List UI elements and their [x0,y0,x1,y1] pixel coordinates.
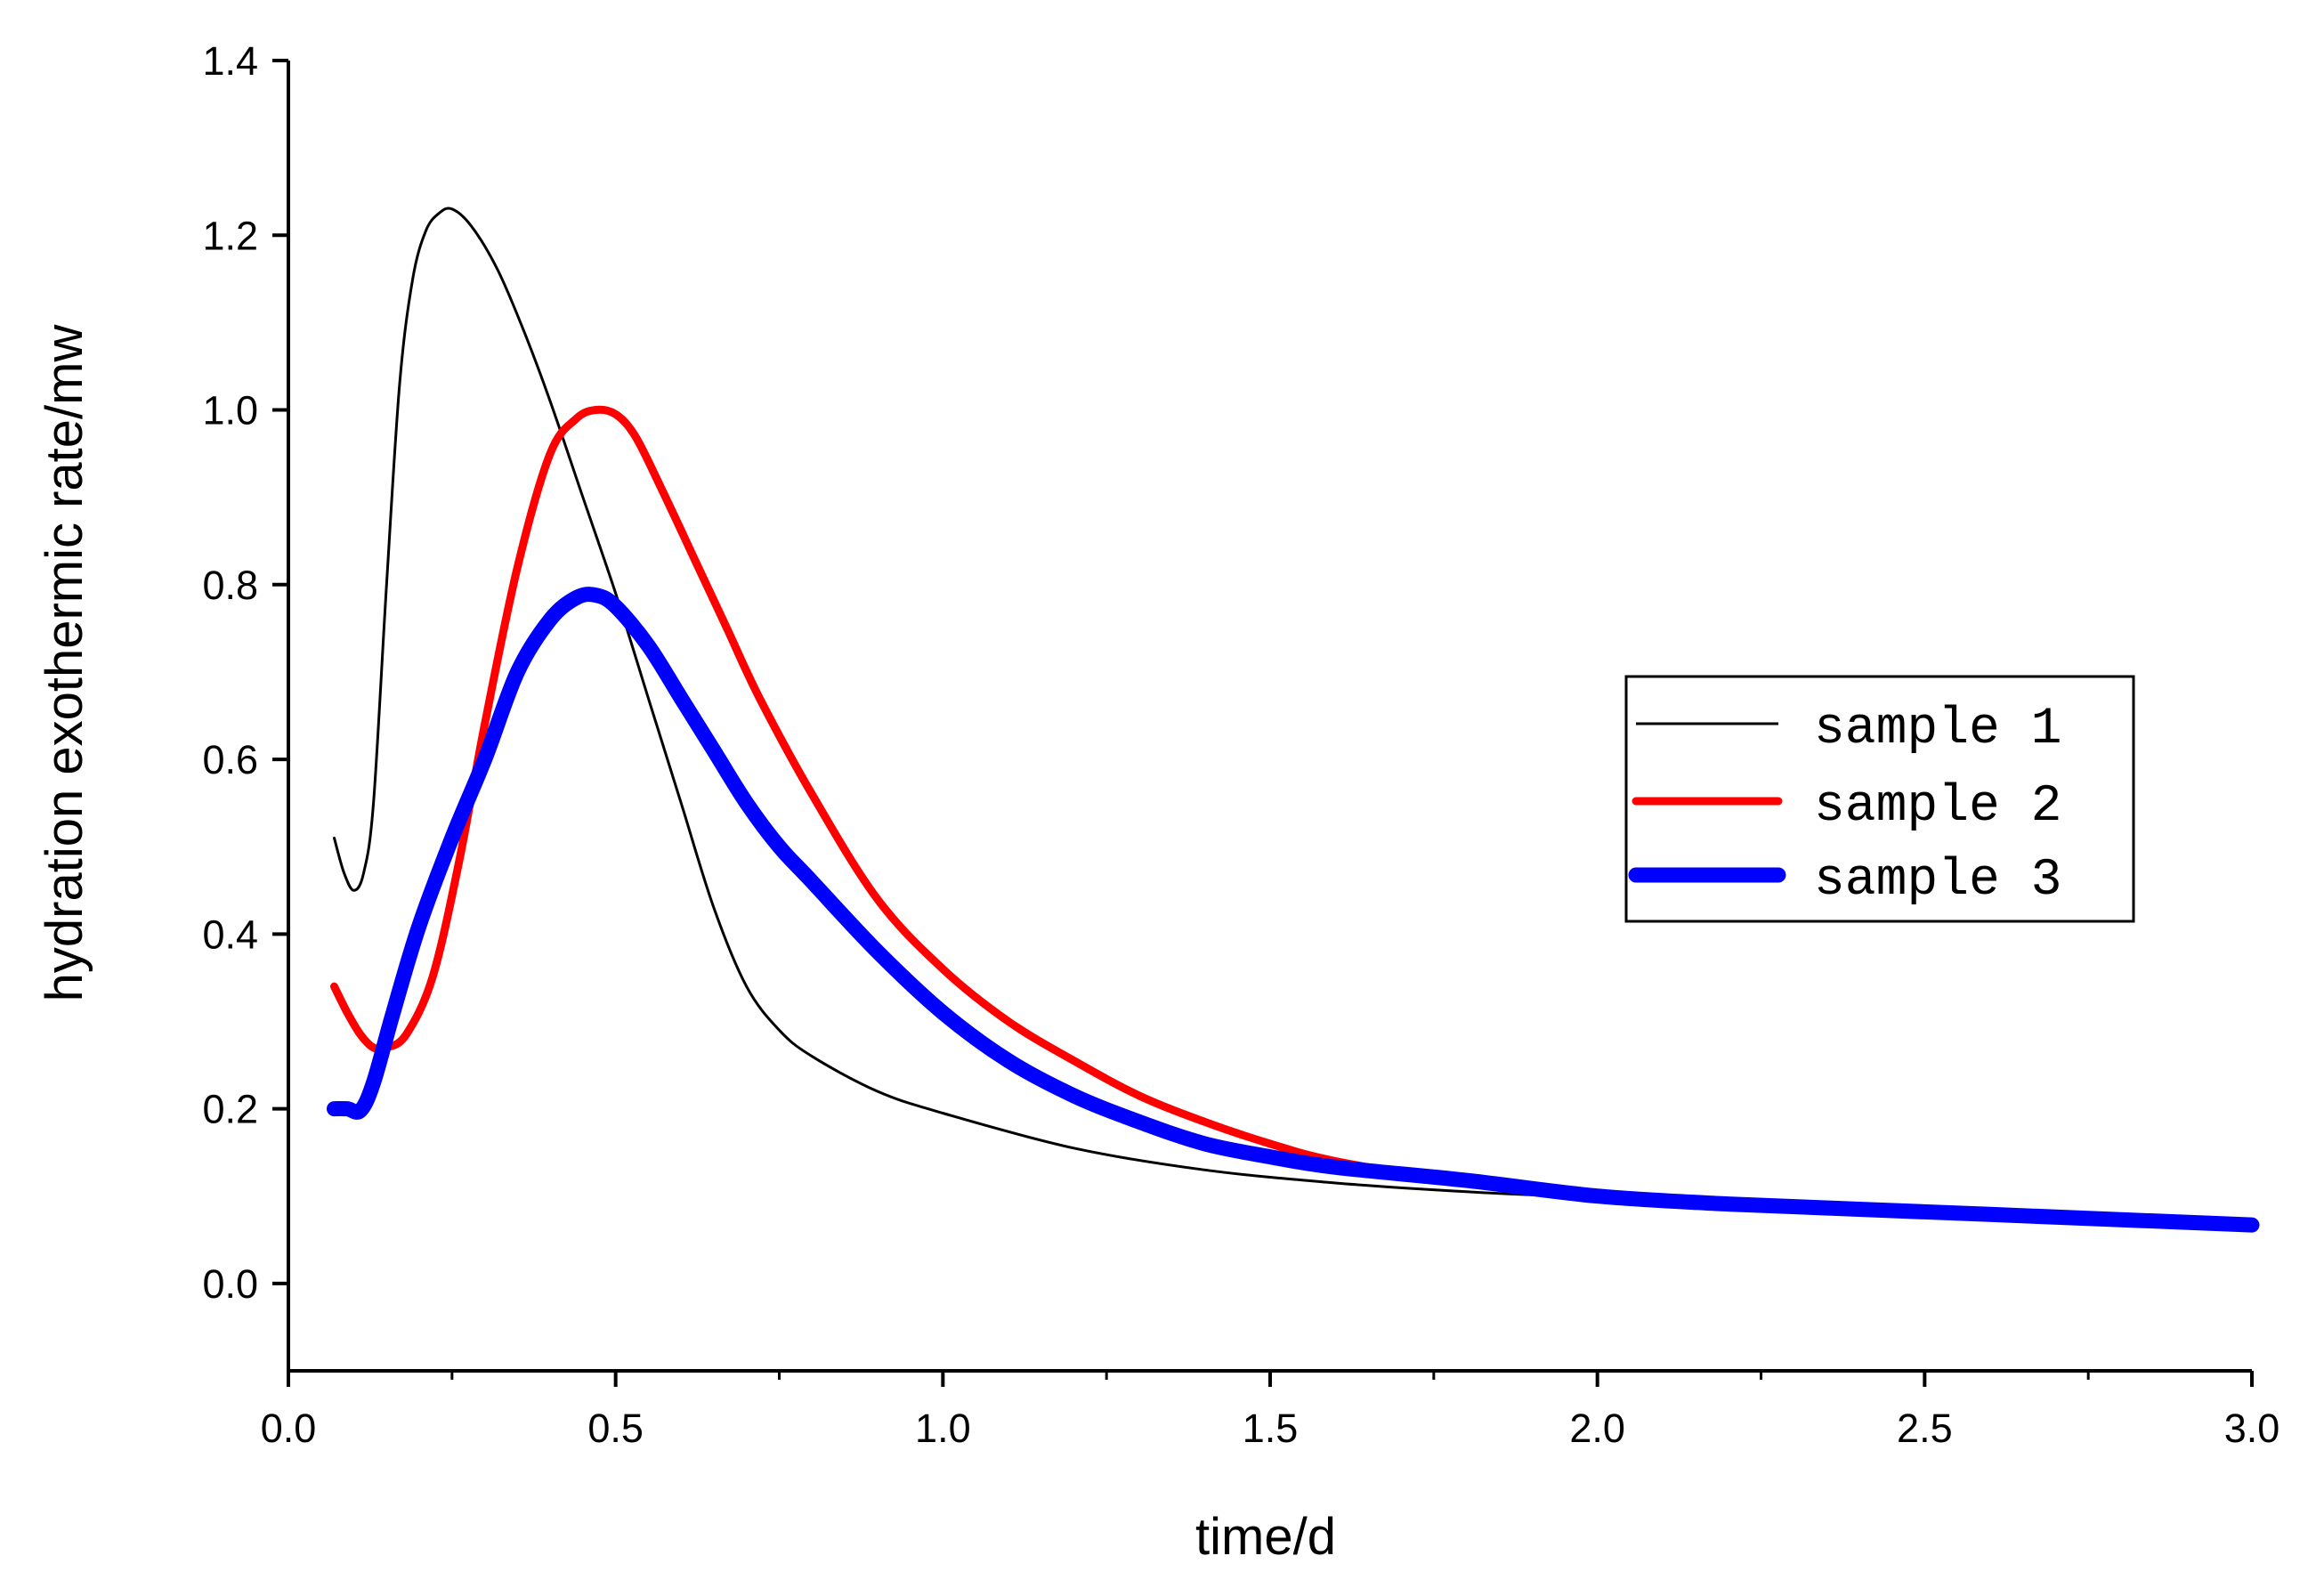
legend-item-sample-3: sample 3 [1628,852,2061,910]
y-tick-label: 0.2 [202,1087,258,1132]
series-line-sample-3 [327,587,2260,1233]
legend-item-sample-1: sample 1 [1636,701,2061,758]
x-tick-label: 2.5 [1897,1406,1953,1451]
x-tick-label: 1.5 [1243,1406,1299,1451]
y-axis-ticks: 0.0 0.2 0.4 0.6 0.8 1.0 1.2 1.4 [202,38,288,1307]
x-axis-ticks: 0.0 0.5 1.0 1.5 2.0 2.5 3.0 [261,1371,2280,1451]
legend-label-sample-2: sample 2 [1814,778,2061,836]
x-axis-title: time/d [1195,1508,1336,1566]
x-tick-label: 3.0 [2224,1406,2280,1451]
x-tick-label: 2.0 [1569,1406,1625,1451]
legend-label-sample-3: sample 3 [1814,852,2061,910]
y-tick-label: 1.4 [202,38,258,84]
y-tick-label: 1.0 [202,388,258,434]
legend-label-sample-1: sample 1 [1814,701,2061,758]
y-tick-label: 0.0 [202,1261,258,1307]
legend-item-sample-2: sample 2 [1632,778,2061,836]
x-tick-label: 1.0 [915,1406,971,1451]
legend: sample 1 sample 2 sample 3 [1624,675,2135,923]
y-tick-label: 0.8 [202,563,258,608]
y-tick-label: 0.6 [202,737,258,782]
y-tick-label: 1.2 [202,213,258,258]
y-axis-title: hydration exothermic rate/mw [36,324,93,1002]
series-layer [327,207,2260,1233]
plot-axes: 0.0 0.5 1.0 1.5 2.0 2.5 3.0 0.0 0.2 0.4 0.6 0.8 1.0… [202,38,2279,1451]
y-tick-label: 0.4 [202,912,258,957]
x-tick-label: 0.0 [261,1406,317,1451]
x-tick-label: 0.5 [587,1406,644,1451]
